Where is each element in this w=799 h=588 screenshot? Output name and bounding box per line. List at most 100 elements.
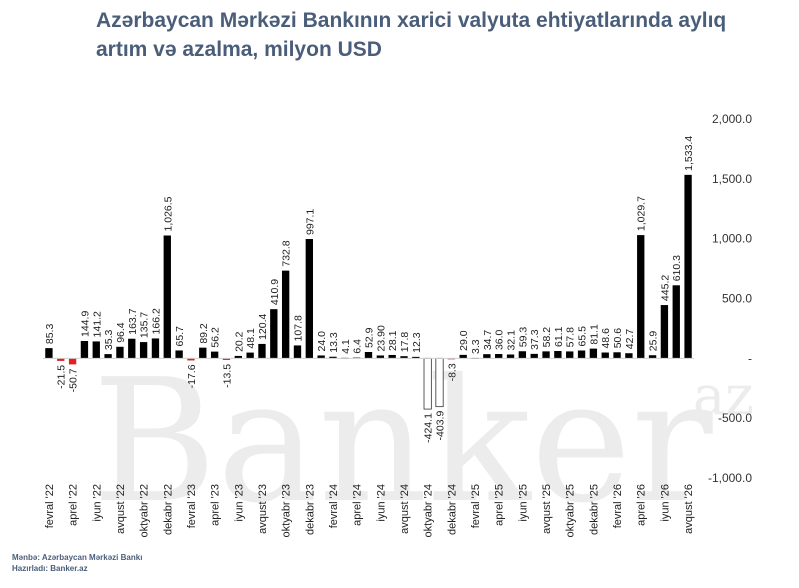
bar xyxy=(199,347,207,359)
bar xyxy=(45,348,53,359)
bar xyxy=(329,356,337,359)
y-tick-label: 1,000.0 xyxy=(712,232,752,246)
data-label: 732.8 xyxy=(281,240,293,266)
bar xyxy=(483,354,491,359)
bar xyxy=(92,341,100,359)
bar xyxy=(80,340,89,359)
data-label: 3.3 xyxy=(470,339,482,354)
x-tick-label: fevral '25 xyxy=(470,484,482,528)
x-tick-label: avqust '24 xyxy=(399,484,411,534)
data-labels-group: 85.3 -21.5 -50.7 144.9 141.235.3 96.4 163.7 135… xyxy=(44,136,695,443)
data-label: -403.9 xyxy=(435,411,447,441)
data-label: 1,533.4 xyxy=(683,136,695,171)
data-label: 144.9 xyxy=(79,311,91,337)
data-label: 37.3 xyxy=(529,329,541,350)
bar xyxy=(175,350,183,359)
bar xyxy=(423,357,432,410)
bar xyxy=(625,353,633,359)
x-tick-label: aprel '25 xyxy=(494,484,506,526)
bar xyxy=(589,348,598,359)
x-tick-label: avqust '25 xyxy=(541,484,553,534)
bar xyxy=(258,343,266,359)
bar xyxy=(116,346,124,359)
data-label: 166.2 xyxy=(150,308,162,334)
bar xyxy=(577,350,586,359)
bar xyxy=(234,355,242,359)
data-label: 120.4 xyxy=(257,313,269,339)
bar xyxy=(246,352,254,359)
x-tick-label: iyun '24 xyxy=(375,484,387,522)
data-label: 48.6 xyxy=(600,328,612,349)
chart-title: Azərbaycan Mərkəzi Bankının xarici valyu… xyxy=(96,9,727,61)
data-label: -17.6 xyxy=(186,364,198,388)
bar xyxy=(57,358,65,361)
data-label: 23.90 xyxy=(375,325,387,351)
x-tick-label: aprel '22 xyxy=(68,484,80,526)
bar xyxy=(281,270,290,359)
data-label: -13.5 xyxy=(221,364,233,388)
x-tick-label: oktyabr '25 xyxy=(565,484,577,537)
bar xyxy=(435,357,444,408)
bar xyxy=(270,309,278,359)
bar xyxy=(68,358,77,365)
data-label: 32.1 xyxy=(506,330,518,351)
x-tick-label: dekabr '22 xyxy=(162,484,174,535)
bar xyxy=(601,352,609,359)
bar xyxy=(187,358,195,361)
data-label: 57.8 xyxy=(565,327,577,348)
x-tick-label: dekabr '25 xyxy=(588,484,600,535)
bar xyxy=(139,342,148,359)
x-tick-label: avqust '22 xyxy=(115,484,127,534)
data-label: 24.0 xyxy=(316,331,328,352)
data-label: 36.0 xyxy=(494,329,506,350)
y-tick-label: -1,000.0 xyxy=(708,471,752,485)
data-label: 81.1 xyxy=(588,324,600,345)
x-tick-label: avqust '23 xyxy=(257,484,269,534)
data-label: 4.1 xyxy=(340,339,352,354)
bar xyxy=(293,345,302,359)
bar xyxy=(566,351,574,359)
data-label: 17.8 xyxy=(399,332,411,353)
data-label: 20.2 xyxy=(233,331,245,352)
data-label: 25.9 xyxy=(648,331,660,352)
data-label: 89.2 xyxy=(198,323,210,344)
bar xyxy=(364,352,373,359)
y-tick-label: 500.0 xyxy=(722,292,752,306)
data-label: 6.4 xyxy=(352,339,364,354)
data-label: -424.1 xyxy=(423,413,435,443)
data-label: 85.3 xyxy=(44,324,56,345)
x-tick-label: fevral '26 xyxy=(612,484,624,528)
x-tick-label: fevral '23 xyxy=(186,484,198,528)
bar xyxy=(459,354,467,359)
bar xyxy=(660,305,669,359)
data-label: -50.7 xyxy=(68,368,80,392)
x-tick-label: dekabr '23 xyxy=(304,484,316,535)
data-label: 445.2 xyxy=(659,275,671,301)
data-label: 56.2 xyxy=(210,327,222,348)
data-label: -21.5 xyxy=(56,365,68,389)
data-label: 12.3 xyxy=(411,332,423,353)
data-label: 59.3 xyxy=(517,327,529,348)
data-label: 65.7 xyxy=(174,326,186,347)
data-label: 61.1 xyxy=(553,326,565,347)
source-note: Mənbə: Azərbaycan Mərkəzi Bankı Hazırlad… xyxy=(12,552,142,574)
data-label: 141.2 xyxy=(91,311,103,337)
x-tick-label: oktyabr '24 xyxy=(423,484,435,537)
y-tick-label: 1,500.0 xyxy=(712,172,752,186)
x-tick-label: oktyabr '23 xyxy=(281,484,293,537)
x-axis-labels: fevral '22 aprel '22 iyun '22 avqust '22 okt… xyxy=(44,484,695,537)
bar xyxy=(305,239,313,359)
data-label: 58.2 xyxy=(541,327,553,348)
data-label: 28.1 xyxy=(387,330,399,351)
bar xyxy=(317,355,325,359)
data-label: 610.3 xyxy=(671,255,683,281)
bar xyxy=(104,354,112,359)
data-label: 13.3 xyxy=(328,332,340,353)
y-tick-label: - xyxy=(748,351,752,365)
data-label: 48.1 xyxy=(245,328,257,349)
x-tick-label: aprel '23 xyxy=(210,484,222,526)
y-tick-label: -500.0 xyxy=(718,411,752,425)
bar xyxy=(210,351,219,359)
bar xyxy=(684,174,692,359)
